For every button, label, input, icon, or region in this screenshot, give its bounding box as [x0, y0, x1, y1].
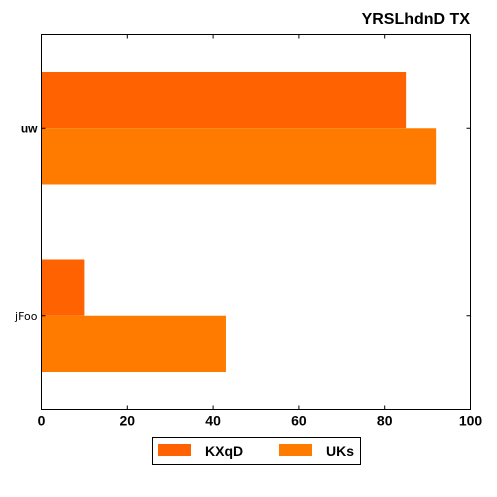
- y-tick-label: jFoo: [14, 310, 38, 323]
- legend-label-UKs: UKs: [326, 443, 354, 459]
- bars-group: [41, 72, 437, 372]
- plot-frame: [41, 34, 471, 410]
- y-tick-label: uw: [21, 121, 38, 135]
- bar-KXqD-uw: [41, 72, 407, 129]
- x-tick-label: 60: [291, 413, 307, 429]
- bar-UKs-uw: [41, 128, 437, 185]
- x-tick-label: 40: [205, 413, 221, 429]
- legend-swatch-UKs: [279, 444, 312, 456]
- x-tick-label: 100: [459, 413, 483, 429]
- legend: KXqD UKs: [152, 437, 361, 465]
- x-tick-label: 80: [377, 413, 393, 429]
- chart-title: YRSLhdnD TX: [362, 11, 471, 28]
- legend-swatch-KXqD: [158, 444, 191, 456]
- x-tick-label: 20: [120, 413, 136, 429]
- x-tick-label: 0: [38, 413, 46, 429]
- ticks-group: uw jFoo 0 20 40 60 80 100: [14, 34, 483, 429]
- bar-KXqD-jFoo: [41, 259, 85, 316]
- legend-label-KXqD: KXqD: [205, 443, 243, 459]
- bar-UKs-jFoo: [41, 315, 226, 372]
